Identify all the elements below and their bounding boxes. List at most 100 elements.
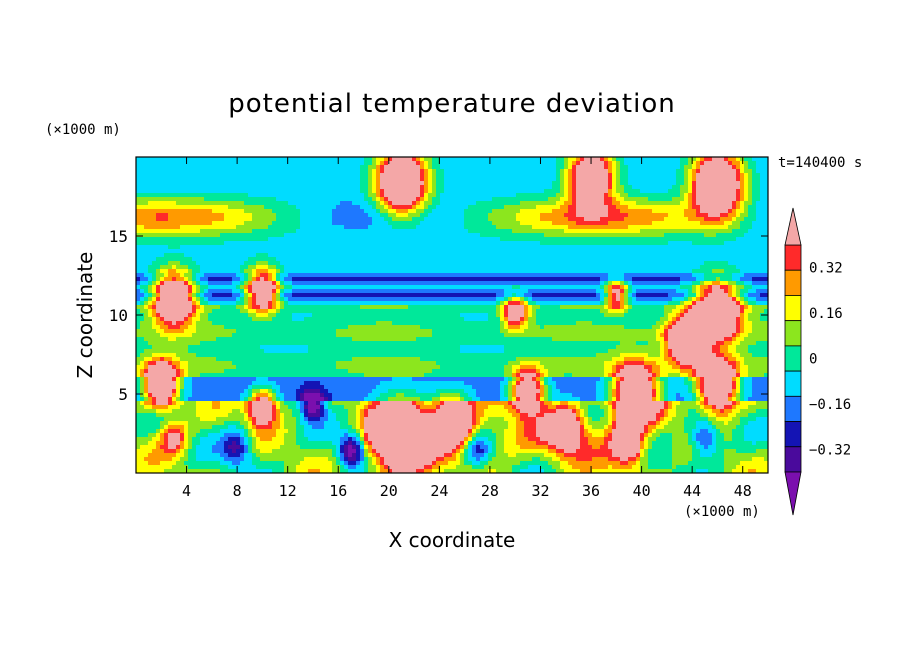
- contour-cell: [300, 225, 305, 230]
- contour-cell: [716, 157, 721, 162]
- contour-cell: [304, 249, 309, 254]
- contour-cell: [428, 229, 433, 234]
- contour-cell: [504, 221, 509, 226]
- contour-cell: [304, 185, 309, 190]
- contour-cell: [696, 229, 701, 234]
- contour-cell: [428, 165, 433, 170]
- contour-cell: [528, 265, 533, 270]
- contour-cell: [568, 225, 573, 230]
- contour-cell: [524, 209, 529, 214]
- contour-cell: [572, 273, 577, 278]
- contour-cell: [288, 277, 293, 282]
- contour-cell: [544, 161, 549, 166]
- contour-cell: [140, 173, 145, 178]
- contour-cell: [648, 189, 653, 194]
- contour-cell: [496, 257, 501, 262]
- contour-cell: [192, 209, 197, 214]
- contour-cell: [740, 169, 745, 174]
- contour-cell: [276, 201, 281, 206]
- contour-cell: [260, 201, 265, 206]
- contour-cell: [300, 233, 305, 238]
- contour-cell: [596, 169, 601, 174]
- contour-cell: [368, 237, 373, 242]
- contour-cell: [652, 169, 657, 174]
- contour-cell: [248, 225, 253, 230]
- contour-cell: [136, 269, 141, 274]
- contour-cell: [376, 241, 381, 246]
- contour-cell: [540, 241, 545, 246]
- contour-cell: [624, 209, 629, 214]
- contour-cell: [320, 165, 325, 170]
- contour-cell: [176, 161, 181, 166]
- contour-cell: [268, 173, 273, 178]
- contour-cell: [356, 265, 361, 270]
- contour-cell: [652, 193, 657, 198]
- contour-cell: [392, 189, 397, 194]
- contour-cell: [412, 237, 417, 242]
- contour-cell: [400, 213, 405, 218]
- contour-cell: [660, 253, 665, 258]
- contour-cell: [308, 181, 313, 186]
- contour-cell: [596, 221, 601, 226]
- contour-cell: [140, 165, 145, 170]
- contour-cell: [604, 169, 609, 174]
- contour-cell: [224, 261, 229, 266]
- contour-cell: [176, 197, 181, 202]
- contour-cell: [352, 241, 357, 246]
- contour-cell: [724, 249, 729, 254]
- contour-cell: [148, 185, 153, 190]
- contour-cell: [560, 269, 565, 274]
- contour-cell: [140, 273, 145, 278]
- contour-cell: [476, 201, 481, 206]
- contour-cell: [700, 177, 705, 182]
- contour-cell: [708, 189, 713, 194]
- contour-cell: [644, 269, 649, 274]
- contour-cell: [308, 197, 313, 202]
- contour-cell: [552, 201, 557, 206]
- contour-cell: [540, 209, 545, 214]
- contour-cell: [652, 173, 657, 178]
- contour-cell: [416, 165, 421, 170]
- contour-cell: [384, 217, 389, 222]
- contour-cell: [188, 237, 193, 242]
- contour-cell: [696, 181, 701, 186]
- contour-cell: [452, 157, 457, 162]
- contour-cell: [740, 201, 745, 206]
- contour-cell: [500, 237, 505, 242]
- contour-cell: [176, 201, 181, 206]
- contour-cell: [528, 205, 533, 210]
- contour-cell: [636, 237, 641, 242]
- contour-cell: [440, 249, 445, 254]
- contour-cell: [492, 169, 497, 174]
- contour-cell: [288, 157, 293, 162]
- contour-cell: [376, 165, 381, 170]
- contour-cell: [252, 253, 257, 258]
- contour-cell: [688, 261, 693, 266]
- contour-cell: [468, 181, 473, 186]
- contour-cell: [704, 161, 709, 166]
- contour-cell: [248, 185, 253, 190]
- contour-cell: [432, 181, 437, 186]
- contour-cell: [192, 173, 197, 178]
- contour-cell: [376, 269, 381, 274]
- contour-cell: [588, 257, 593, 262]
- contour-cell: [620, 225, 625, 230]
- contour-cell: [532, 173, 537, 178]
- contour-cell: [628, 181, 633, 186]
- contour-cell: [556, 165, 561, 170]
- contour-cell: [552, 197, 557, 202]
- contour-cell: [184, 277, 189, 282]
- contour-cell: [540, 213, 545, 218]
- contour-cell: [392, 209, 397, 214]
- contour-cell: [724, 193, 729, 198]
- contour-cell: [524, 269, 529, 274]
- contour-cell: [364, 189, 369, 194]
- contour-cell: [752, 241, 757, 246]
- contour-cell: [740, 197, 745, 202]
- contour-cell: [240, 189, 245, 194]
- contour-cell: [684, 161, 689, 166]
- contour-cell: [488, 237, 493, 242]
- contour-cell: [332, 249, 337, 254]
- contour-cell: [736, 169, 741, 174]
- contour-cell: [512, 237, 517, 242]
